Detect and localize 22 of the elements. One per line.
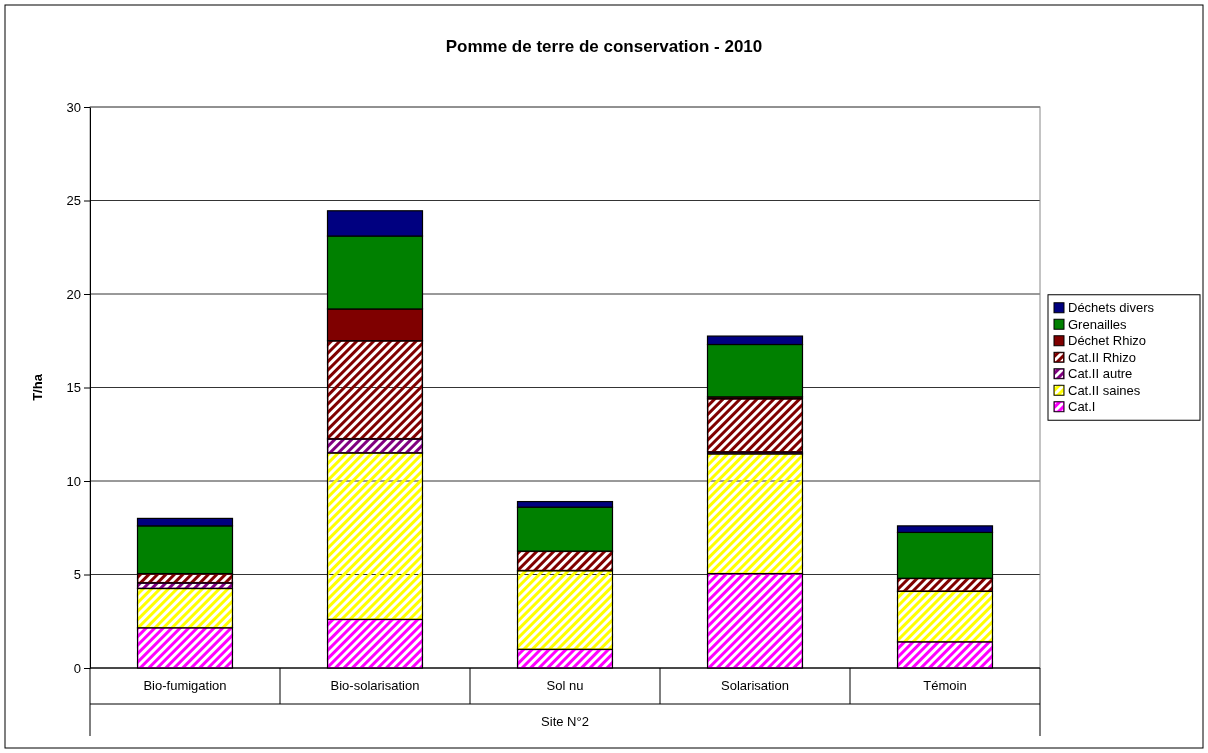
y-tick-label: 5 [73, 567, 81, 583]
y-tick-label: 25 [66, 193, 81, 209]
x-tick-label: Sol nu [546, 678, 584, 693]
x-tick-label: Bio-fumigation [143, 678, 227, 693]
legend-label: Grenailles [1068, 316, 1128, 332]
x-tick-label: Témoin [923, 678, 967, 693]
x-axis-title: Site N°2 [541, 714, 589, 729]
x-tick-label: Bio-solarisation [330, 678, 420, 693]
y-tick-label: 0 [73, 660, 81, 676]
y-tick-label: 30 [66, 99, 81, 115]
legend-label: Cat.II saines [1068, 382, 1141, 398]
legend-label: Déchets divers [1068, 300, 1155, 316]
y-axis-title: T/ha [30, 373, 45, 401]
legend-label: Cat.II Rhizo [1068, 349, 1136, 365]
y-tick-label: 10 [66, 473, 81, 489]
chart-title: Pomme de terre de conservation - 2010 [445, 37, 763, 56]
x-tick-label: Solarisation [721, 678, 789, 693]
y-tick-label: 20 [66, 286, 81, 302]
y-tick-label: 15 [66, 380, 81, 396]
legend-label: Cat.I [1068, 399, 1096, 415]
legend-label: Déchet Rhizo [1068, 333, 1147, 349]
legend-label: Cat.II autre [1068, 366, 1133, 382]
